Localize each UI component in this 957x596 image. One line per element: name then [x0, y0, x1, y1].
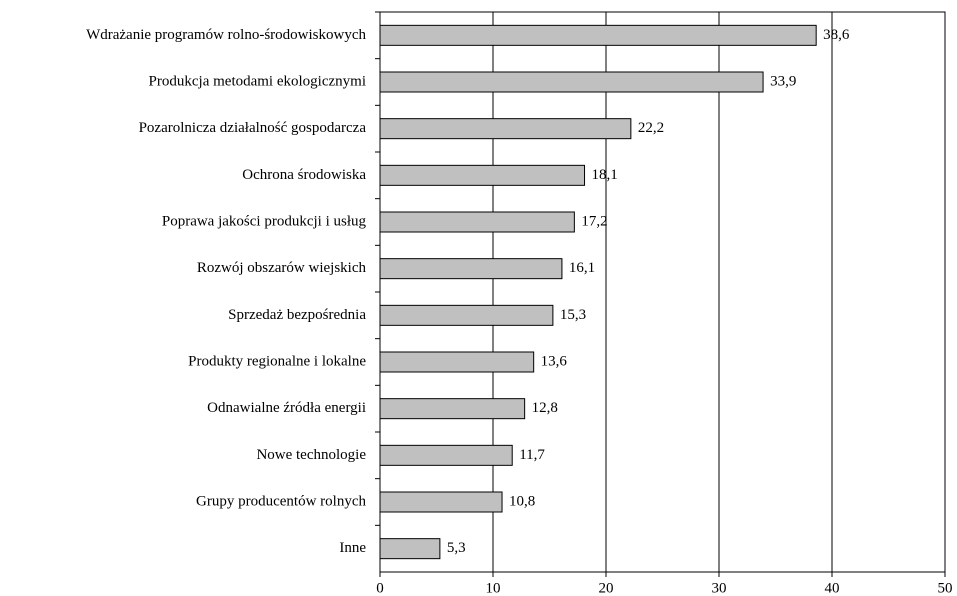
value-label: 10,8	[509, 493, 535, 509]
bar	[379, 211, 575, 233]
bar	[379, 164, 586, 186]
value-label: 11,7	[519, 447, 545, 463]
x-tick-label: 50	[938, 580, 953, 596]
y-tick-label: Inne	[339, 540, 366, 556]
bar	[379, 491, 503, 513]
plot-frame	[379, 11, 946, 573]
value-label: 18,1	[592, 167, 618, 183]
value-label: 16,1	[569, 260, 595, 276]
bar	[379, 258, 563, 280]
value-label: 13,6	[541, 353, 568, 369]
bar	[379, 118, 632, 140]
value-label: 15,3	[560, 307, 586, 323]
bar	[379, 398, 526, 420]
bar	[379, 71, 764, 93]
y-tick-label: Ochrona środowiska	[242, 167, 366, 183]
bar	[379, 351, 535, 373]
bar	[379, 304, 554, 326]
value-label: 22,2	[638, 120, 664, 136]
y-tick-label: Rozwój obszarów wiejskich	[197, 260, 367, 276]
bar	[379, 444, 513, 466]
y-tick-label: Pozarolnicza działalność gospodarcza	[139, 120, 367, 136]
y-tick-label: Wdrażanie programów rolno-środowiskowych	[86, 27, 366, 43]
bar	[379, 538, 441, 560]
y-tick-label: Sprzedaż bezpośrednia	[228, 307, 366, 323]
y-tick-label: Nowe technologie	[256, 447, 366, 463]
bar	[379, 24, 817, 46]
value-label: 17,2	[581, 213, 607, 229]
x-tick-label: 40	[825, 580, 840, 596]
y-tick-label: Poprawa jakości produkcji i usług	[162, 213, 367, 229]
value-label: 38,6	[823, 27, 850, 43]
x-tick-label: 30	[712, 580, 727, 596]
y-tick-label: Grupy producentów rolnych	[196, 493, 366, 509]
value-label: 5,3	[447, 540, 466, 556]
value-label: 12,8	[532, 400, 558, 416]
x-tick-label: 20	[599, 580, 614, 596]
y-tick-label: Produkty regionalne i lokalne	[188, 353, 366, 369]
y-tick-label: Odnawialne źródła energii	[207, 400, 366, 416]
value-label: 33,9	[770, 73, 796, 89]
y-tick-label: Produkcja metodami ekologicznymi	[149, 73, 366, 89]
x-tick-label: 10	[486, 580, 501, 596]
x-tick-label: 0	[376, 580, 384, 596]
